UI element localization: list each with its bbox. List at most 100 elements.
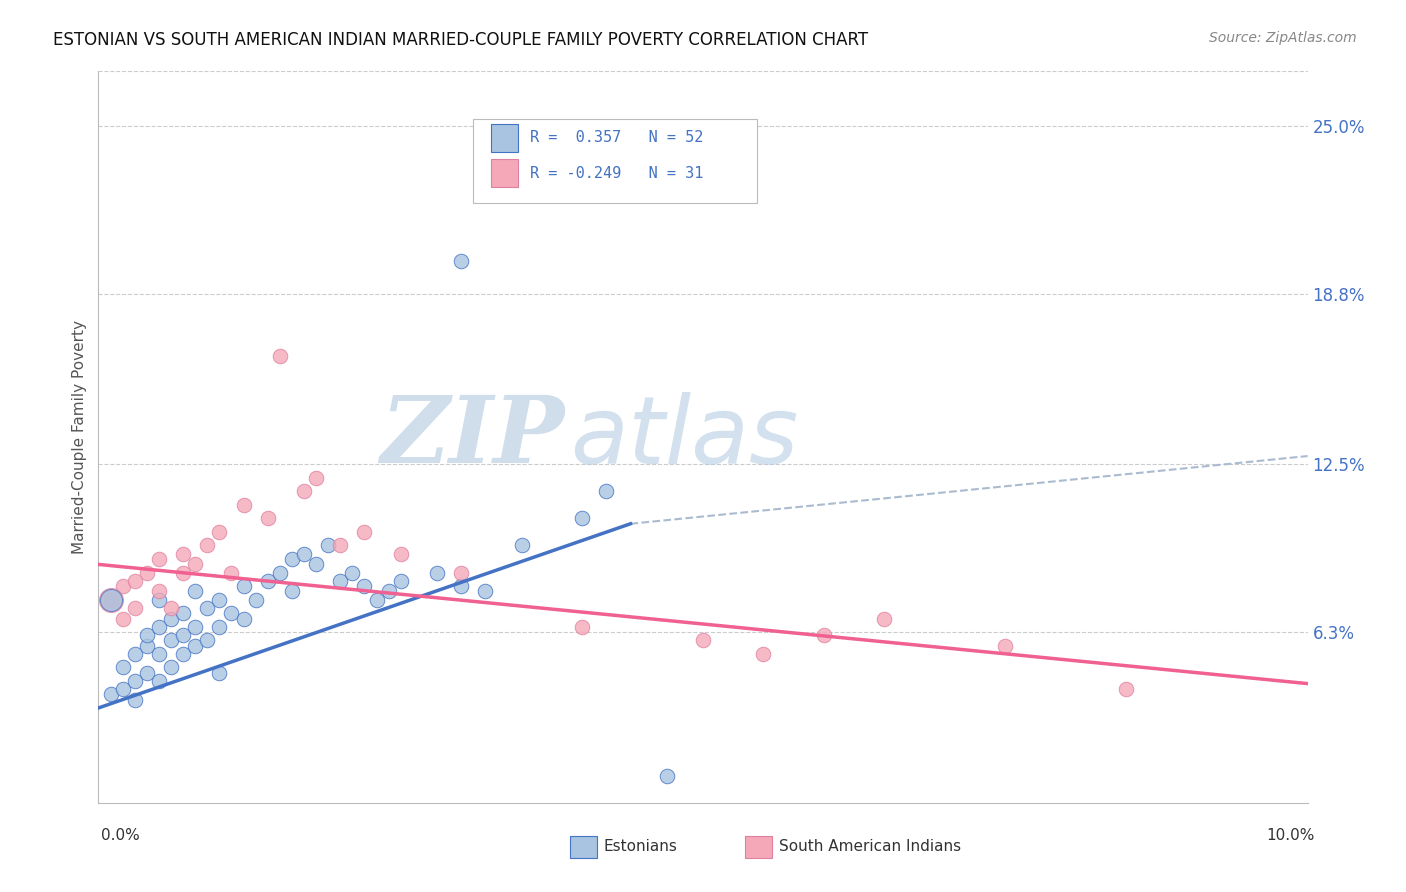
Point: [292, 547, 315, 561]
Point: [184, 558, 207, 572]
Point: [111, 579, 134, 593]
Point: [389, 574, 412, 588]
FancyBboxPatch shape: [569, 836, 596, 858]
Point: [124, 693, 146, 707]
Point: [100, 592, 122, 607]
Text: Estonians: Estonians: [603, 839, 678, 855]
Point: [135, 628, 157, 642]
Point: [172, 566, 194, 580]
Point: [160, 633, 183, 648]
Point: [474, 584, 496, 599]
Point: [135, 639, 157, 653]
Point: [111, 681, 134, 696]
Point: [329, 538, 352, 552]
Point: [160, 660, 183, 674]
Point: [100, 688, 122, 702]
Text: South American Indians: South American Indians: [779, 839, 962, 855]
Point: [195, 633, 218, 648]
Point: [124, 673, 146, 688]
Point: [135, 665, 157, 680]
Point: [305, 471, 328, 485]
Point: [124, 600, 146, 615]
Point: [329, 574, 352, 588]
Point: [195, 538, 218, 552]
Point: [426, 566, 449, 580]
Point: [366, 592, 388, 607]
Point: [172, 606, 194, 620]
Point: [342, 566, 364, 580]
Point: [111, 611, 134, 625]
Point: [208, 592, 231, 607]
Point: [256, 511, 278, 525]
Point: [305, 558, 328, 572]
FancyBboxPatch shape: [474, 119, 758, 203]
Text: 0.0%: 0.0%: [101, 828, 141, 843]
Point: [100, 592, 122, 607]
Point: [571, 620, 593, 634]
Point: [510, 538, 533, 552]
Point: [281, 584, 304, 599]
Y-axis label: Married-Couple Family Poverty: Married-Couple Family Poverty: [72, 320, 87, 554]
Point: [184, 584, 207, 599]
Point: [692, 633, 714, 648]
Point: [208, 620, 231, 634]
FancyBboxPatch shape: [492, 124, 517, 152]
Point: [873, 611, 896, 625]
Point: [135, 566, 157, 580]
Point: [292, 484, 315, 499]
Point: [208, 665, 231, 680]
Point: [184, 639, 207, 653]
Point: [148, 673, 170, 688]
Point: [571, 511, 593, 525]
Point: [100, 592, 122, 607]
Point: [281, 552, 304, 566]
Text: 10.0%: 10.0%: [1267, 828, 1315, 843]
Point: [450, 579, 472, 593]
Point: [232, 498, 254, 512]
Text: ESTONIAN VS SOUTH AMERICAN INDIAN MARRIED-COUPLE FAMILY POVERTY CORRELATION CHAR: ESTONIAN VS SOUTH AMERICAN INDIAN MARRIE…: [53, 31, 869, 49]
FancyBboxPatch shape: [745, 836, 772, 858]
Text: R = -0.249   N = 31: R = -0.249 N = 31: [530, 166, 703, 180]
Point: [148, 620, 170, 634]
Text: atlas: atlas: [569, 392, 799, 483]
Point: [124, 574, 146, 588]
Point: [195, 600, 218, 615]
Point: [160, 611, 183, 625]
Text: R =  0.357   N = 52: R = 0.357 N = 52: [530, 130, 703, 145]
Point: [813, 628, 835, 642]
Point: [148, 592, 170, 607]
Point: [172, 628, 194, 642]
Point: [269, 349, 291, 363]
Point: [232, 579, 254, 593]
Text: Source: ZipAtlas.com: Source: ZipAtlas.com: [1209, 31, 1357, 45]
Point: [994, 639, 1017, 653]
Point: [353, 524, 375, 539]
Point: [752, 647, 775, 661]
Point: [595, 484, 617, 499]
Point: [256, 574, 278, 588]
Point: [450, 566, 472, 580]
Point: [655, 769, 678, 783]
Point: [148, 584, 170, 599]
Point: [221, 566, 243, 580]
Point: [377, 584, 399, 599]
Point: [221, 606, 243, 620]
Point: [232, 611, 254, 625]
Point: [172, 547, 194, 561]
Point: [148, 552, 170, 566]
Point: [353, 579, 375, 593]
Point: [172, 647, 194, 661]
Point: [124, 647, 146, 661]
FancyBboxPatch shape: [492, 159, 517, 187]
Point: [389, 547, 412, 561]
Point: [450, 254, 472, 268]
Point: [1115, 681, 1137, 696]
Point: [269, 566, 291, 580]
Point: [184, 620, 207, 634]
Point: [111, 660, 134, 674]
Point: [160, 600, 183, 615]
Point: [148, 647, 170, 661]
Text: ZIP: ZIP: [380, 392, 564, 482]
Point: [208, 524, 231, 539]
Point: [245, 592, 267, 607]
